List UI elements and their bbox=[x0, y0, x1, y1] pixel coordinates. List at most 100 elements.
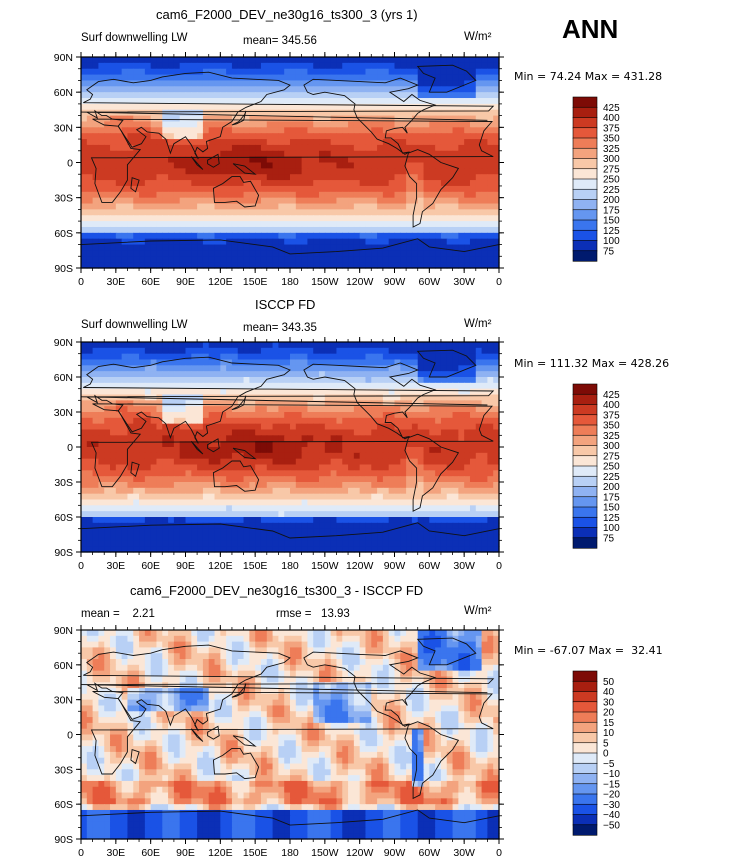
field-cell bbox=[284, 174, 291, 181]
field-cell bbox=[278, 168, 285, 175]
field-cell bbox=[446, 511, 454, 518]
field-cell bbox=[266, 250, 274, 257]
field-cell bbox=[260, 499, 268, 506]
field-cell bbox=[104, 441, 111, 448]
field-cell bbox=[365, 244, 372, 252]
field-cell bbox=[266, 353, 274, 361]
field-cell bbox=[231, 256, 239, 263]
field-cell bbox=[487, 371, 494, 378]
field-cell bbox=[115, 487, 123, 495]
field-cell bbox=[81, 377, 88, 384]
field-cell bbox=[307, 238, 314, 246]
field-cell bbox=[191, 180, 198, 187]
field-cell bbox=[220, 250, 227, 257]
field-cell bbox=[226, 121, 233, 128]
field-cell bbox=[86, 226, 94, 234]
field-cell bbox=[342, 57, 349, 64]
field-cell bbox=[133, 359, 140, 366]
field-cell bbox=[260, 121, 268, 128]
field-cell bbox=[81, 452, 88, 460]
colorbar-label: 425 bbox=[603, 103, 620, 114]
field-cell bbox=[179, 174, 187, 181]
field-cell bbox=[481, 511, 488, 518]
field-cell bbox=[400, 162, 407, 169]
field-cell bbox=[429, 394, 436, 401]
field-cell bbox=[197, 458, 204, 466]
field-cell bbox=[324, 133, 332, 140]
field-cell bbox=[406, 226, 413, 234]
field-cell bbox=[313, 103, 320, 111]
field-cell bbox=[98, 133, 105, 140]
field-cell bbox=[255, 441, 262, 448]
field-cell bbox=[406, 74, 413, 82]
field-cell bbox=[144, 209, 152, 216]
field-cell bbox=[365, 80, 372, 87]
coastline-8 bbox=[303, 77, 437, 155]
field-cell bbox=[260, 493, 268, 501]
field-cell bbox=[185, 57, 192, 64]
field-cell bbox=[365, 150, 372, 158]
field-cell bbox=[330, 191, 338, 199]
field-cell bbox=[139, 244, 146, 252]
field-cell bbox=[173, 359, 181, 366]
field-cell bbox=[133, 203, 140, 210]
field-cell bbox=[121, 256, 129, 263]
field-cell bbox=[481, 476, 488, 483]
field-cell bbox=[440, 371, 448, 378]
field-cell bbox=[469, 262, 477, 269]
field-cell bbox=[301, 256, 309, 263]
field-cell bbox=[365, 464, 372, 471]
field-cell bbox=[220, 80, 227, 87]
field-cell bbox=[319, 238, 326, 246]
field-cell bbox=[330, 256, 338, 263]
field-cell bbox=[446, 487, 454, 495]
field-cell bbox=[423, 121, 430, 128]
field-cell bbox=[446, 156, 454, 164]
field-cell bbox=[394, 174, 401, 181]
field-cell bbox=[115, 353, 123, 361]
field-cell bbox=[266, 377, 274, 384]
field-cell bbox=[81, 168, 88, 175]
field-cell bbox=[313, 80, 320, 87]
field-cell bbox=[475, 464, 483, 471]
field-cell bbox=[197, 464, 204, 471]
field-cell bbox=[348, 203, 355, 210]
field-cell bbox=[110, 180, 117, 187]
field-cell bbox=[185, 400, 192, 407]
field-cell bbox=[226, 458, 233, 466]
field-cell bbox=[191, 209, 198, 216]
field-cell bbox=[388, 505, 396, 512]
field-cell bbox=[133, 511, 140, 518]
field-cell bbox=[411, 168, 419, 175]
field-cell bbox=[411, 57, 419, 64]
field-cell bbox=[92, 68, 100, 76]
field-cell bbox=[394, 92, 401, 99]
field-cell bbox=[411, 470, 419, 477]
field-cell bbox=[144, 250, 152, 257]
field-cell bbox=[417, 144, 425, 152]
field-cell bbox=[377, 133, 384, 140]
field-cell bbox=[226, 476, 233, 483]
field-cell bbox=[202, 92, 210, 99]
field-cell bbox=[81, 139, 88, 146]
field-cell bbox=[156, 115, 163, 123]
field-cell bbox=[290, 139, 297, 146]
field-cell bbox=[382, 447, 390, 454]
field-cell bbox=[290, 162, 297, 169]
field-cell bbox=[475, 482, 483, 489]
field-cell bbox=[435, 412, 442, 419]
field-cell bbox=[324, 103, 332, 111]
field-cell bbox=[330, 121, 338, 128]
field-cell bbox=[411, 371, 419, 378]
field-cell bbox=[92, 435, 100, 442]
field-cell bbox=[168, 388, 175, 396]
field-cell bbox=[452, 209, 459, 216]
field-cell bbox=[92, 185, 100, 193]
field-cell bbox=[168, 162, 175, 169]
field-cell bbox=[382, 365, 390, 372]
field-cell bbox=[452, 262, 459, 269]
field-cell bbox=[487, 464, 494, 471]
field-cell bbox=[295, 256, 303, 263]
field-cell bbox=[115, 493, 123, 501]
field-cell bbox=[417, 221, 425, 228]
